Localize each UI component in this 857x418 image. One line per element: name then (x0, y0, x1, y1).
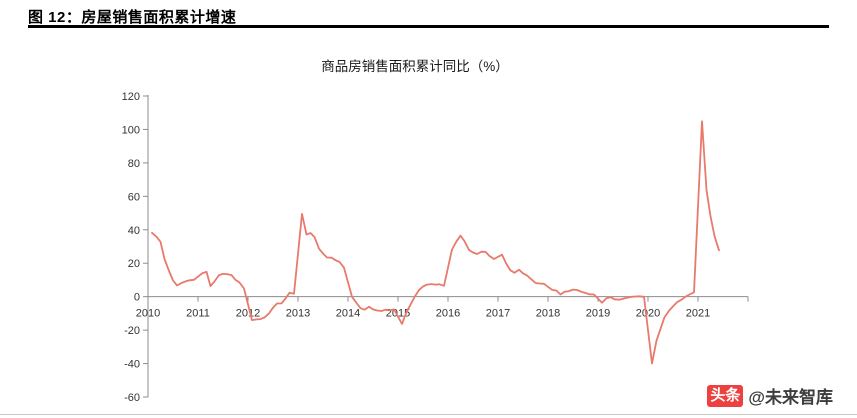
chart-canvas: 120 100 80 60 40 20 0 -20 -40 -60 2010 2011 2012 2013… (122, 91, 749, 404)
svg-text:2019: 2019 (586, 308, 610, 320)
svg-text:2017: 2017 (486, 308, 510, 320)
svg-text:2021: 2021 (686, 308, 710, 320)
svg-text:120: 120 (122, 91, 140, 103)
svg-text:2010: 2010 (136, 308, 160, 320)
toutiao-badge: 头条 (707, 384, 744, 407)
svg-text:2013: 2013 (286, 308, 310, 320)
chart-title: 商品房销售面积累计同比（%） (321, 59, 509, 74)
svg-text:100: 100 (122, 124, 140, 136)
y-tick-labels: 120 100 80 60 40 20 0 -20 -40 -60 (122, 91, 140, 404)
x-tick-labels: 2010 2011 2012 2013 2014 2015 2016 2017 2018 2019… (136, 308, 710, 320)
watermark-handle: @未来智库 (748, 388, 833, 407)
watermark: 头条 @未来智库 (707, 383, 833, 408)
svg-text:2011: 2011 (186, 308, 210, 320)
header-divider (28, 25, 829, 28)
svg-text:40: 40 (128, 225, 140, 237)
svg-text:-60: -60 (124, 392, 140, 404)
svg-text:2020: 2020 (636, 308, 660, 320)
svg-text:0: 0 (134, 292, 140, 304)
svg-text:60: 60 (128, 191, 140, 203)
svg-text:2018: 2018 (536, 308, 560, 320)
svg-text:20: 20 (128, 258, 140, 270)
svg-text:2016: 2016 (436, 308, 460, 320)
axes (143, 95, 749, 398)
svg-text:80: 80 (128, 158, 140, 170)
figure-caption: 图 12：房屋销售面积累计增速 (28, 9, 237, 26)
series-line (151, 120, 720, 365)
svg-text:-40: -40 (124, 359, 140, 371)
svg-text:2014: 2014 (336, 308, 360, 320)
bottom-divider (0, 414, 857, 415)
svg-text:-20: -20 (124, 325, 140, 337)
svg-text:2012: 2012 (236, 308, 260, 320)
